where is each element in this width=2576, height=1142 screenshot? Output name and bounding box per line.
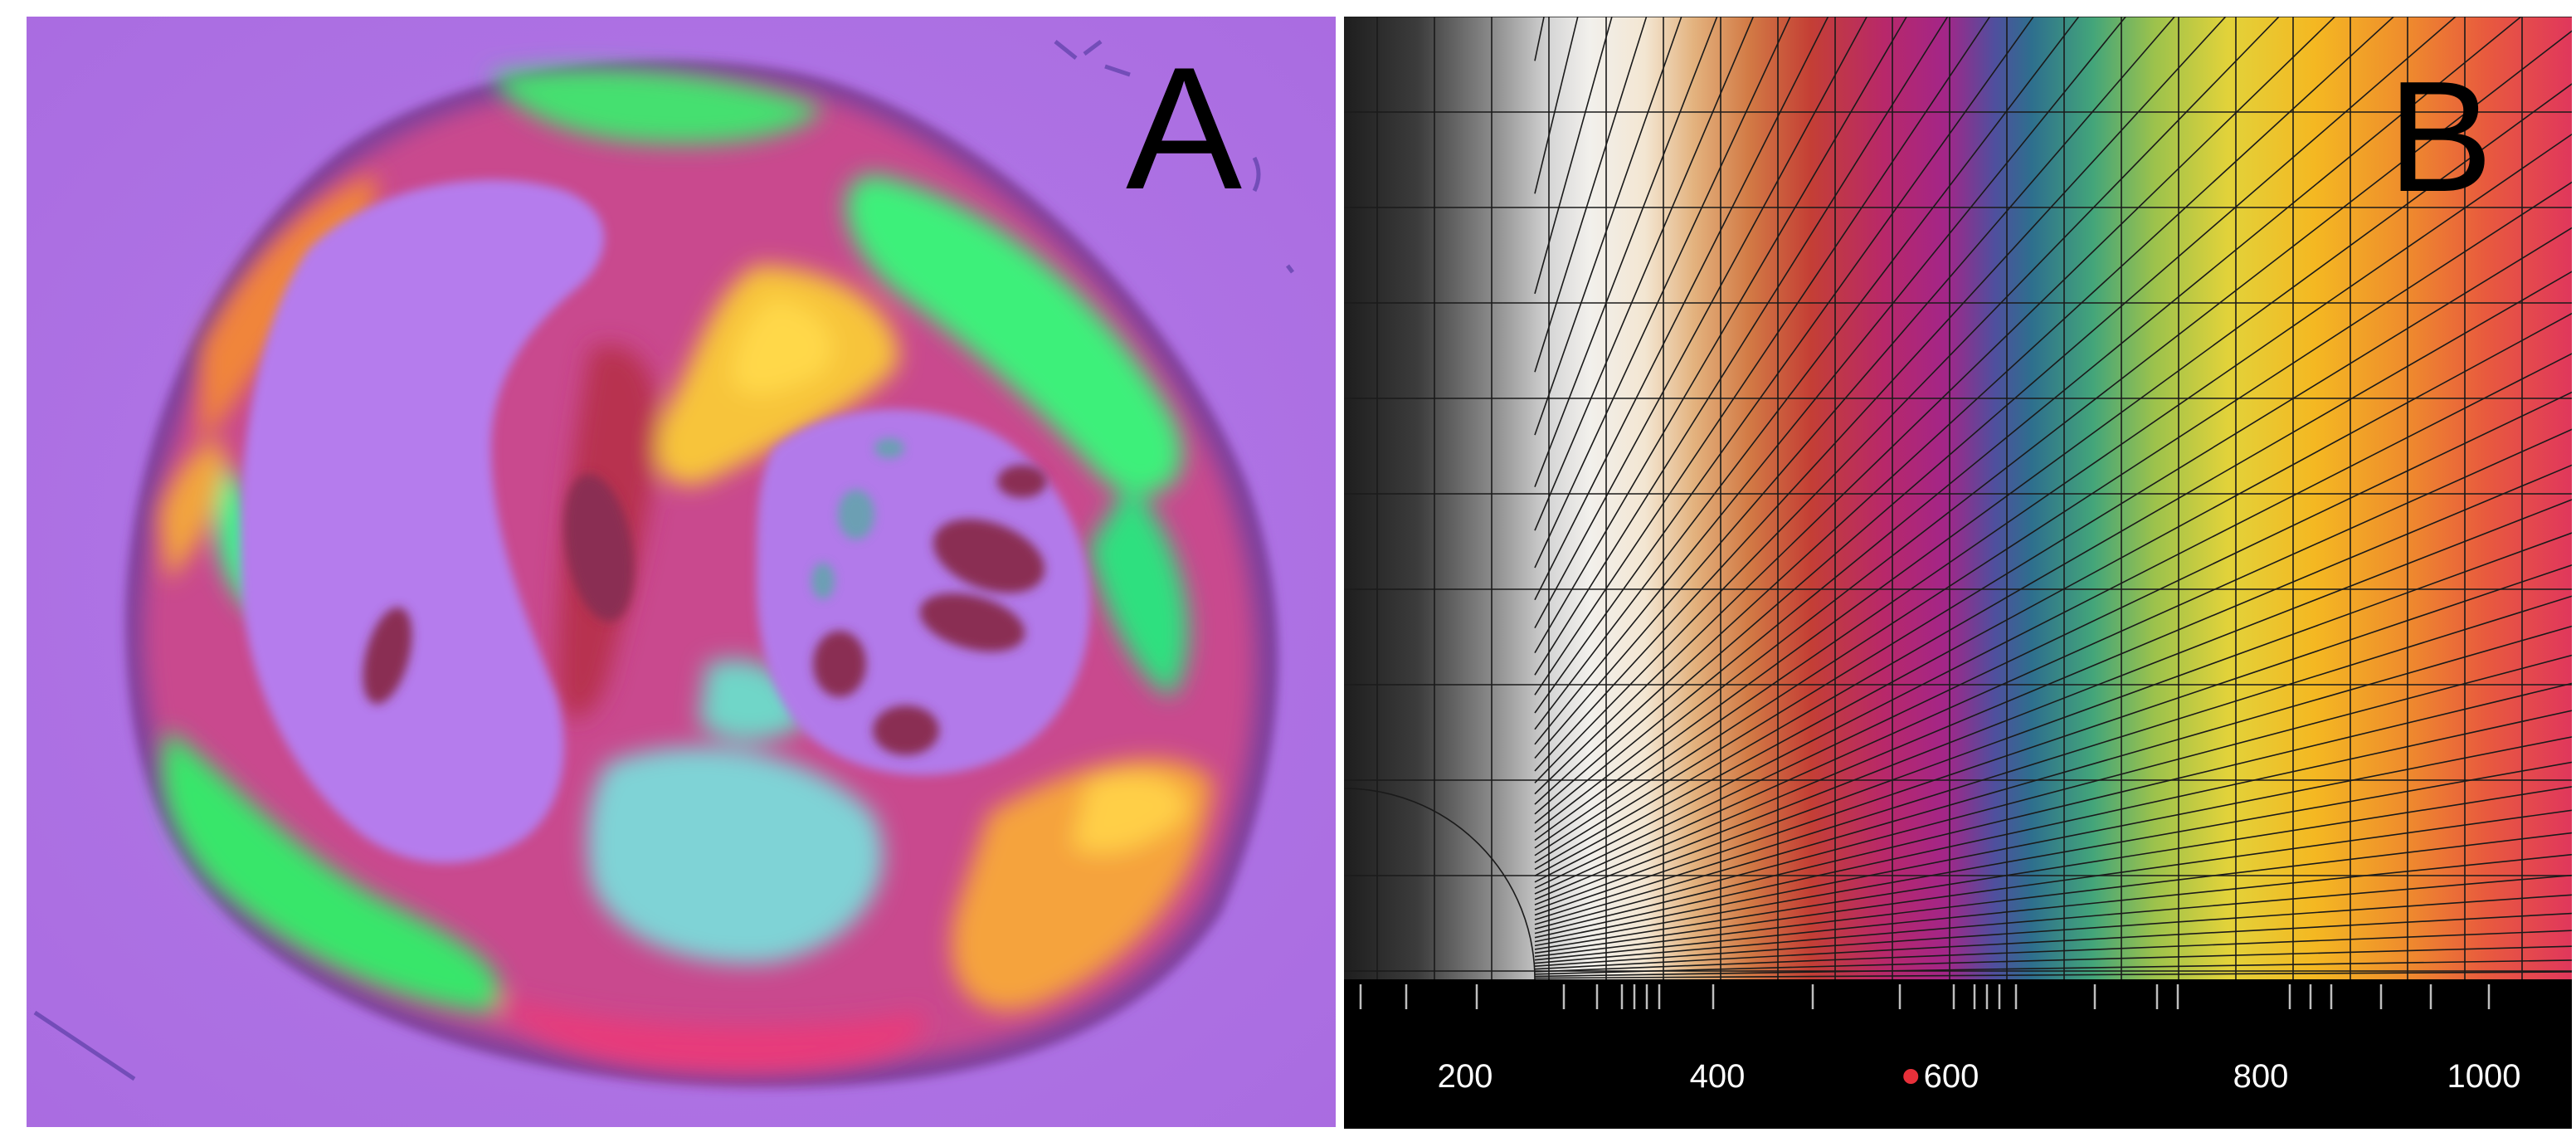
- birefringence-line: [1534, 83, 2572, 841]
- birefringence-line: [1534, 391, 2572, 889]
- birefringence-line: [1534, 17, 2336, 795]
- axis-tick-label: 400: [1690, 1058, 1746, 1095]
- birefringence-line: [1534, 710, 2572, 939]
- panel-a-image: A: [27, 17, 1336, 1127]
- birefringence-line: [1534, 532, 2572, 911]
- birefringence-line: [1534, 17, 1991, 695]
- birefringence-line: [1534, 853, 2572, 961]
- birefringence-line: [1534, 17, 2281, 783]
- birefringence-line: [1534, 17, 2176, 759]
- axis-tick-label: 200: [1438, 1058, 1493, 1095]
- birefringence-line: [1534, 30, 2572, 833]
- birefringence-line: [1534, 312, 2572, 877]
- birefringence-line: [1534, 625, 2572, 925]
- left-ventricle-lumen: [240, 179, 605, 863]
- axis-band: [1344, 979, 2572, 1129]
- axis-tick-label: 800: [2233, 1058, 2289, 1095]
- birefringence-line: [1534, 17, 1949, 676]
- birefringence-line: [1534, 133, 2572, 849]
- panel-b-chart: 200 400 600 800 1000 B: [1344, 17, 2572, 1129]
- birefringence-line: [1534, 874, 2572, 964]
- birefringence-line: [1534, 499, 2572, 905]
- birefringence-line: [1534, 682, 2572, 935]
- birefringence-line: [1534, 17, 2127, 745]
- birefringence-line: [1534, 832, 2572, 958]
- birefringence-line: [1534, 464, 2572, 900]
- birefringence-line: [1534, 912, 2572, 970]
- birefringence-line: [1534, 428, 2572, 895]
- birefringence-line: [1534, 17, 2523, 824]
- axis-tick-label: 600: [1924, 1058, 1979, 1095]
- birefringence-line: [1534, 17, 1718, 487]
- birefringence-line: [1534, 894, 2572, 967]
- birefringence-line: [1534, 227, 2572, 863]
- birefringence-line: [1534, 761, 2572, 947]
- birefringence-line: [1534, 564, 2572, 916]
- birefringence-line: [1534, 809, 2572, 954]
- birefringence-line: [1534, 595, 2572, 921]
- tissue-section: [125, 60, 1278, 1087]
- birefringence-line: [1534, 17, 1791, 569]
- thickness-origin-arc: [1344, 788, 1536, 979]
- axis-marker-dot: [1903, 1069, 1919, 1084]
- birefringence-line: [1534, 959, 2572, 978]
- birefringence-line: [1534, 736, 2572, 943]
- slide-marks: [33, 40, 1294, 1081]
- birefringence-line: [1534, 17, 1755, 531]
- birefringence-line: [1534, 17, 2395, 805]
- birefringence-line: [1534, 945, 2572, 975]
- birefringence-line: [1534, 17, 2080, 730]
- birefringence-line: [1534, 17, 1908, 654]
- birefringence-line: [1534, 17, 2035, 714]
- birefringence-line: [1534, 786, 2572, 950]
- birefringence-line: [1534, 17, 1829, 601]
- birefringence-line: [1534, 930, 2572, 973]
- birefringence-line: [1534, 17, 2457, 815]
- panel-b-label: B: [2388, 49, 2493, 225]
- birefringence-line: [1534, 971, 2572, 979]
- birefringence-line: [1534, 17, 2227, 772]
- panel-a-label: A: [1126, 31, 1243, 226]
- birefringence-line: [1534, 353, 2572, 883]
- birefringence-line: [1534, 181, 2572, 856]
- axis-tick-label: 1000: [2447, 1058, 2521, 1095]
- birefringence-line: [1534, 17, 1868, 629]
- birefringence-line: [1534, 654, 2572, 930]
- birefringence-line: [1534, 271, 2572, 871]
